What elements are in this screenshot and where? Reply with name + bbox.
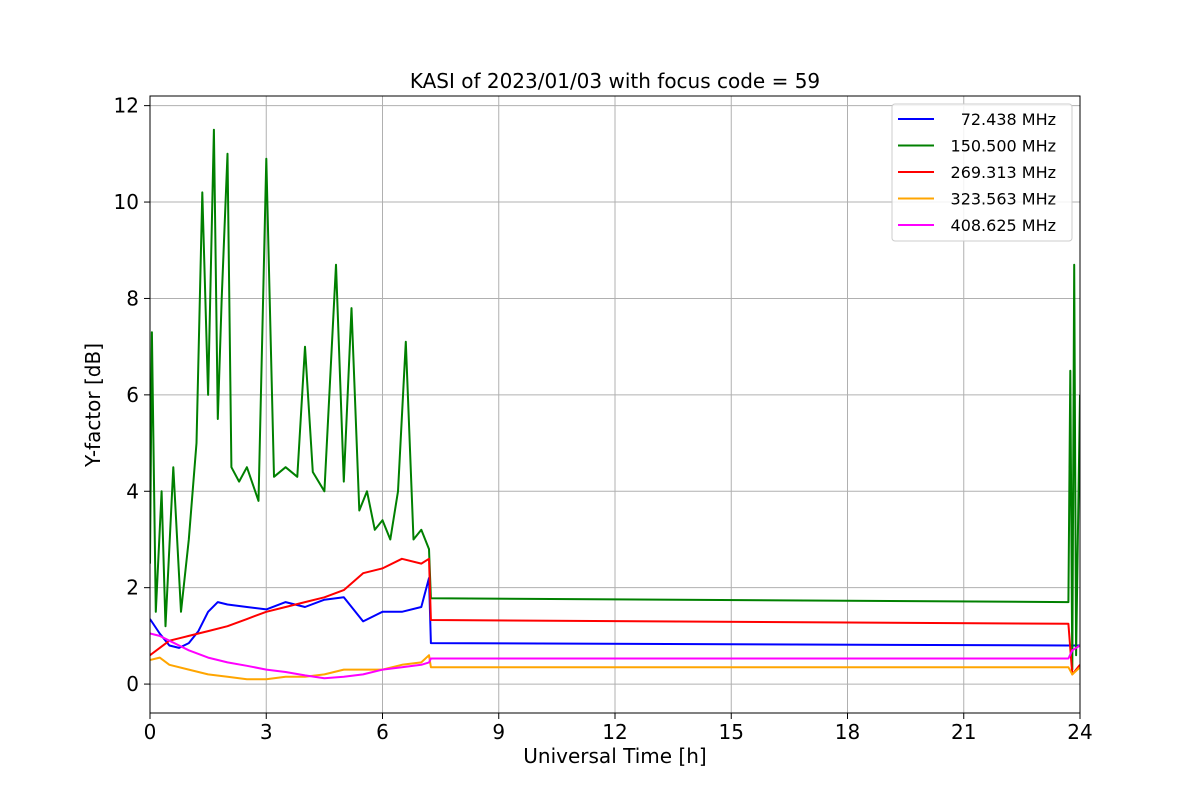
legend-label-1: 150.500 MHz	[951, 137, 1056, 156]
y-tick-label: 12	[114, 94, 139, 118]
legend: 72.438 MHz 150.500 MHz 269.313 MHz 323.563 …	[891, 103, 1073, 242]
x-tick-label: 12	[602, 720, 627, 744]
x-tick-label: 6	[376, 720, 389, 744]
y-axis: 0 2 4 6 8 10 12	[114, 94, 150, 696]
x-axis-label: Universal Time [h]	[523, 744, 706, 768]
x-tick-label: 3	[260, 720, 273, 744]
grid	[149, 96, 1081, 713]
series-line-2	[150, 557, 1080, 676]
y-tick-label: 0	[126, 672, 139, 696]
legend-label-4: 408.625 MHz	[951, 216, 1056, 235]
x-tick-label: 18	[835, 720, 860, 744]
y-tick-label: 2	[126, 576, 139, 600]
y-tick-label: 4	[126, 479, 139, 503]
series-layer	[150, 128, 1080, 681]
x-tick-label: 0	[144, 720, 157, 744]
y-tick-label: 10	[114, 190, 139, 214]
series-line-3	[150, 654, 1080, 681]
x-tick-label: 9	[492, 720, 505, 744]
x-axis: 0 3 6 9 12 15 18 21 24	[144, 713, 1093, 744]
legend-label-3: 323.563 MHz	[951, 190, 1056, 209]
x-tick-label: 21	[951, 720, 976, 744]
y-tick-label: 6	[126, 383, 139, 407]
x-tick-label: 24	[1067, 720, 1092, 744]
legend-box	[891, 103, 1073, 242]
chart-title: KASI of 2023/01/03 with focus code = 59	[410, 69, 820, 93]
x-tick-label: 15	[719, 720, 744, 744]
series-line-4	[150, 632, 1080, 680]
y-tick-label: 8	[126, 286, 139, 310]
series-line-1	[150, 128, 1080, 671]
legend-label-0: 72.438 MHz	[961, 110, 1056, 129]
legend-label-2: 269.313 MHz	[951, 163, 1056, 182]
y-axis-label: Y-factor [dB]	[81, 343, 105, 468]
